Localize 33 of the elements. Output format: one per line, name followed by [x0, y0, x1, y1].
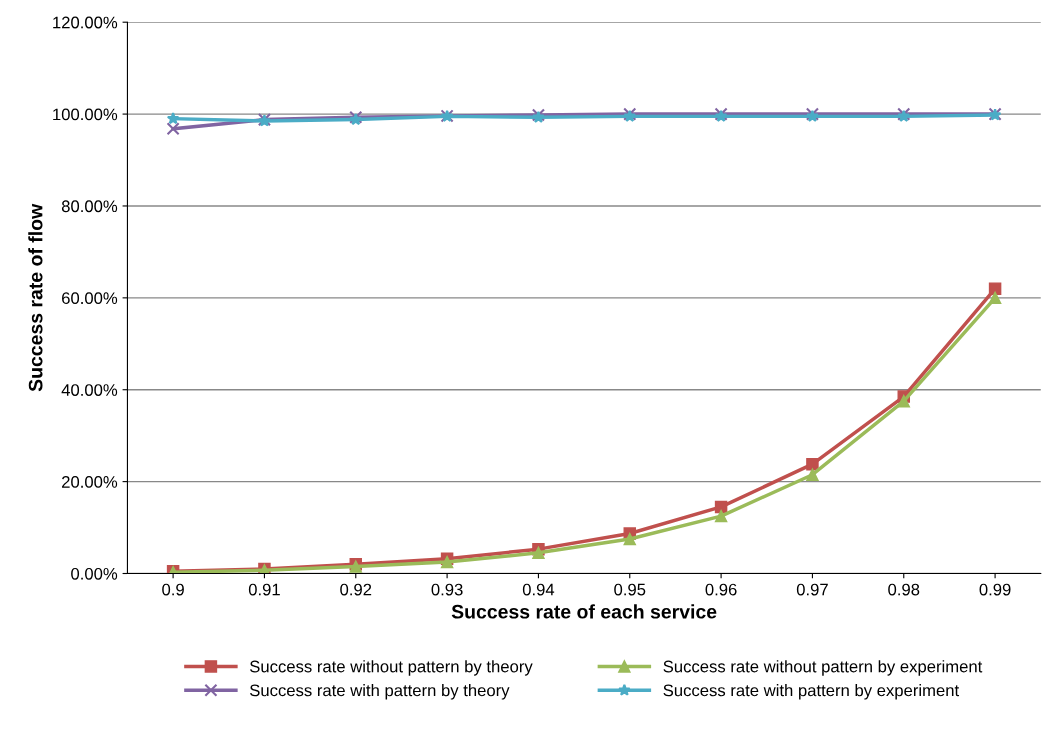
legend-label: Success rate with pattern by theory — [250, 684, 510, 700]
x-tick-label: 0.97 — [796, 583, 828, 596]
y-tick-label: 40.00% — [61, 384, 118, 396]
point — [806, 468, 819, 481]
legend-label: Success rate without pattern by theory — [250, 660, 533, 676]
point — [532, 546, 545, 560]
y-axis-title: Success rate of flow — [28, 203, 43, 392]
x-tick-label: 0.92 — [340, 583, 372, 596]
point — [988, 291, 1002, 305]
y-tick-label: 0.00% — [71, 567, 118, 580]
x-tick-label: 0.9 — [162, 583, 184, 596]
point — [897, 394, 911, 408]
legend-label: Success rate with pattern by experiment — [663, 684, 960, 700]
y-tick-label: 100.00% — [53, 108, 118, 121]
x-tick-label: 0.98 — [888, 583, 920, 596]
y-tick-label: 60.00% — [62, 292, 118, 305]
x-tick-label: 0.93 — [431, 583, 463, 596]
point — [714, 509, 728, 523]
x-tick-label: 0.96 — [705, 583, 737, 596]
point — [988, 282, 1002, 295]
y-tick-label: 80.00% — [61, 200, 118, 213]
x-axis-title: Success rate of each service — [451, 604, 717, 619]
point — [623, 532, 637, 546]
x-tick-label: 0.91 — [248, 583, 280, 596]
y-tick-label: 120.00% — [53, 16, 118, 29]
x-tick-label: 0.99 — [979, 583, 1011, 596]
x-tick-label: 0.94 — [522, 583, 555, 596]
point — [166, 112, 180, 125]
point — [166, 122, 180, 136]
point — [806, 457, 819, 471]
x-tick-label: 0.95 — [614, 583, 646, 596]
legend-label: Success rate without pattern by experiment — [663, 660, 983, 676]
y-tick-label: 20.00% — [62, 476, 118, 488]
